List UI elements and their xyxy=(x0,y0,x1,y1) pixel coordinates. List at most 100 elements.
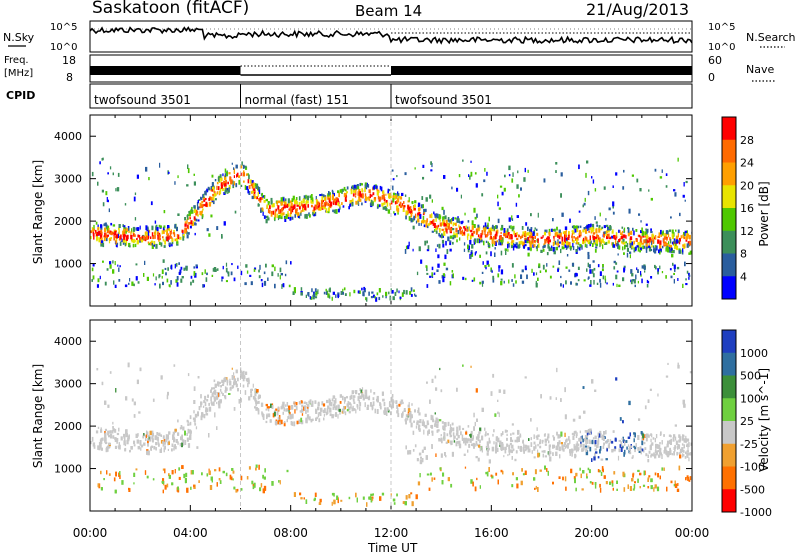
power-echo-cell xyxy=(589,235,591,241)
power-echo-cell xyxy=(202,208,204,211)
velocity-echo-cell xyxy=(671,453,673,456)
power-echo-cell xyxy=(136,238,138,240)
power-echo-cell xyxy=(328,192,331,195)
velocity-echo-cell xyxy=(453,440,456,443)
power-echo-cell xyxy=(626,252,629,258)
power-echo-cell xyxy=(370,296,373,299)
velocity-echo-cell xyxy=(474,421,476,427)
x-tick-label-1: 04:00 xyxy=(173,526,208,540)
velocity-echo-cell xyxy=(263,485,267,491)
power-echo-cell xyxy=(552,229,555,232)
velocity-echo-cell xyxy=(309,399,312,403)
power-echo-cell xyxy=(412,205,415,211)
velocity-echo-cell xyxy=(258,400,260,404)
velocity-echo-cell xyxy=(131,398,134,402)
power-echo-cell xyxy=(359,191,361,197)
power-echo-cell xyxy=(640,271,642,276)
power-echo-cell xyxy=(236,172,239,177)
power-echo-cell xyxy=(544,229,546,233)
velocity-echo-cell xyxy=(659,442,661,445)
power-echo-cell xyxy=(486,260,489,265)
velocity-echo-cell xyxy=(527,445,530,449)
power-echo-cell xyxy=(531,236,534,239)
velocity-echo-cell xyxy=(682,449,685,453)
power-echo-cell xyxy=(477,234,480,238)
velocity-echo-cell xyxy=(173,447,175,451)
power-echo-cell xyxy=(524,244,527,247)
power-echo-cell xyxy=(659,248,662,251)
power-echo-cell xyxy=(245,173,248,176)
power-echo-cell xyxy=(560,248,562,254)
velocity-echo-cell xyxy=(622,445,624,449)
velocity-echo-cell xyxy=(338,408,341,412)
power-echo-cell xyxy=(561,212,564,217)
velocity-echo-cell xyxy=(186,437,189,442)
power-echo-cell xyxy=(404,249,407,254)
power-echo-cell xyxy=(254,183,257,187)
power-echo-cell xyxy=(98,237,101,243)
velocity-echo-cell xyxy=(594,482,597,485)
power-echo-cell xyxy=(163,225,166,229)
power-echo-cell xyxy=(305,294,307,298)
power-echo-cell xyxy=(484,168,486,172)
velocity-echo-cell xyxy=(657,444,660,449)
power-echo-cell xyxy=(202,197,206,200)
power-echo-cell xyxy=(425,197,428,202)
velocity-echo-cell xyxy=(533,441,536,445)
power-echo-cell xyxy=(603,231,606,234)
power-echo-cell xyxy=(186,219,188,224)
power-echo-cell xyxy=(178,262,180,265)
power-echo-cell xyxy=(279,267,282,273)
power-echo-cell xyxy=(574,228,577,233)
power-echo-cell xyxy=(280,273,283,276)
power-echo-cell xyxy=(409,291,412,295)
power-echo-cell xyxy=(414,294,417,297)
power-echo-cell xyxy=(456,187,459,192)
velocity-echo-cell xyxy=(210,401,213,404)
power-echo-cell xyxy=(623,252,625,255)
velocity-echo-cell xyxy=(682,434,685,438)
power-echo-cell xyxy=(102,202,105,207)
velocity-echo-cell xyxy=(133,482,135,485)
freq-traces xyxy=(90,65,692,76)
power-echo-cell xyxy=(324,196,326,201)
power-echo-cell xyxy=(106,234,109,237)
velocity-echo-cell xyxy=(585,448,588,452)
velocity-echo-cell xyxy=(435,453,437,457)
power-echo-cell xyxy=(587,240,590,244)
power-echo-cell xyxy=(385,193,387,196)
power-echo-cell xyxy=(461,233,464,236)
power-echo-cell xyxy=(374,296,376,299)
velocity-echo-cell xyxy=(326,399,329,404)
power-echo-cell xyxy=(686,243,689,248)
power-echo-cell xyxy=(187,168,190,174)
velocity-echo-cell xyxy=(421,421,425,426)
power-echo-cell xyxy=(521,269,524,273)
power-echo-cell xyxy=(222,173,224,177)
power-echo-data xyxy=(90,157,692,302)
velocity-echo-cell xyxy=(666,453,669,457)
power-echo-cell xyxy=(128,242,131,247)
velocity-echo-cell xyxy=(410,422,413,425)
power-echo-cell xyxy=(344,189,347,192)
power-echo-cell xyxy=(313,210,316,214)
power-echo-cell xyxy=(530,213,532,217)
velocity-echo-cell xyxy=(498,389,501,393)
velocity-echo-cell xyxy=(172,431,175,435)
velocity-echo-cell xyxy=(627,436,631,439)
power-echo-cell xyxy=(641,242,644,245)
velocity-echo-cell xyxy=(144,470,147,475)
velocity-echo-cell xyxy=(167,434,169,440)
power-echo-cell xyxy=(132,226,136,232)
velocity-echo-cell xyxy=(193,386,196,391)
power-echo-cell xyxy=(435,217,437,222)
velocity-echo-cell xyxy=(277,408,280,411)
power-echo-cell xyxy=(332,291,335,295)
velocity-echo-cell xyxy=(589,481,592,484)
power-echo-cell xyxy=(184,223,187,227)
velocity-echo-cell xyxy=(522,447,525,452)
velocity-echo-cell xyxy=(366,404,370,407)
power-echo-cell xyxy=(417,212,419,217)
colorbar-frame xyxy=(721,329,737,513)
power-echo-cell xyxy=(586,225,589,229)
